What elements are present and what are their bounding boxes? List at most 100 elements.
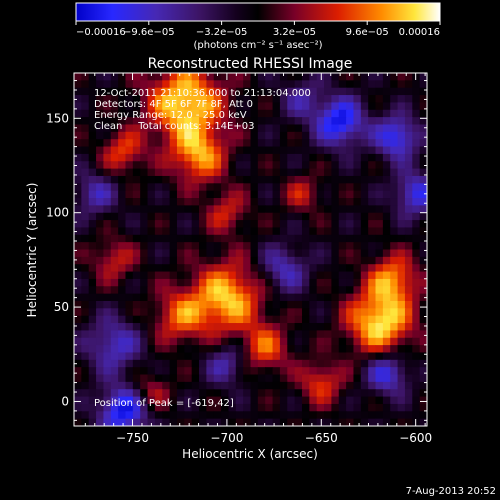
heatmap-cell (324, 315, 332, 324)
heatmap-cell (375, 146, 384, 155)
heatmap-cell (294, 418, 303, 426)
heatmap-cell (419, 175, 427, 184)
heatmap-cell (346, 168, 355, 177)
heatmap-cell (191, 359, 200, 368)
heatmap-cell (316, 418, 325, 426)
heatmap-cell (162, 227, 171, 236)
heatmap-cell (404, 323, 413, 331)
heatmap-cell (140, 220, 149, 229)
heatmap-cell (397, 256, 406, 265)
heatmap-cell (272, 367, 281, 376)
heatmap-cell (368, 234, 377, 243)
heatmap-cell (81, 418, 90, 426)
heatmap-cell (147, 359, 156, 368)
heatmap-cell (250, 308, 259, 317)
heatmap-cell (184, 183, 193, 192)
heatmap-cell (279, 345, 288, 354)
heatmap-cell (287, 337, 296, 346)
heatmap-cell (206, 131, 215, 140)
heatmap-cell (184, 389, 193, 398)
heatmap-cell (404, 168, 413, 177)
heatmap-cell (390, 183, 399, 192)
heatmap-cell (419, 381, 427, 390)
heatmap-cell (118, 389, 127, 398)
heatmap-cell (316, 271, 325, 280)
heatmap-cell (382, 345, 391, 354)
heatmap-cell (368, 300, 377, 309)
heatmap-cell (184, 293, 193, 302)
heatmap-cell (169, 87, 178, 96)
heatmap-cell (331, 418, 340, 426)
heatmap-cell (147, 146, 156, 155)
heatmap-cell (250, 256, 259, 265)
heatmap-cell (221, 183, 230, 192)
heatmap-cell (169, 183, 178, 192)
heatmap-cell (191, 315, 200, 324)
heatmap-cell (368, 109, 377, 118)
heatmap-cell (404, 73, 413, 81)
heatmap-cell (404, 330, 413, 339)
heatmap-cell (199, 87, 207, 96)
heatmap-cell (309, 153, 318, 162)
heatmap-cell (265, 190, 274, 199)
heatmap-cell (162, 381, 171, 390)
heatmap-cell (404, 198, 413, 206)
heatmap-cell (96, 212, 105, 221)
heatmap-cell (375, 73, 384, 81)
heatmap-cell (316, 124, 325, 133)
heatmap-cell (184, 87, 193, 96)
heatmap-cell (279, 131, 288, 140)
heatmap-cell (419, 308, 427, 317)
heatmap-cell (103, 418, 112, 426)
heatmap-cell (88, 249, 97, 258)
heatmap-cell (162, 345, 171, 354)
heatmap-cell (301, 220, 310, 229)
heatmap-cell (191, 73, 200, 81)
heatmap-cell (250, 234, 259, 243)
heatmap-cell (147, 308, 156, 317)
heatmap-cell (287, 183, 296, 192)
heatmap-cell (382, 73, 391, 81)
heatmap-cell (125, 242, 134, 251)
heatmap-cell (74, 175, 82, 184)
heatmap-cell (368, 227, 377, 236)
heatmap-cell (96, 300, 105, 309)
heatmap-cell (96, 220, 105, 229)
heatmap-cell (397, 220, 406, 229)
heatmap-cell (346, 227, 355, 236)
heatmap-cell (132, 367, 141, 376)
heatmap-cell (118, 80, 127, 89)
heatmap-cell (199, 381, 207, 390)
heatmap-cell (368, 95, 377, 104)
heatmap-cell (279, 220, 288, 229)
heatmap-cell (154, 411, 163, 420)
heatmap-cell (331, 411, 340, 420)
heatmap-cell (419, 198, 427, 206)
heatmap-cell (257, 256, 266, 265)
heatmap-cell (125, 249, 134, 258)
heatmap-cell (118, 227, 127, 236)
heatmap-cell (88, 330, 97, 339)
heatmap-cell (338, 146, 347, 155)
heatmap-cell (412, 175, 421, 184)
heatmap-cell (287, 139, 296, 148)
heatmap-cell (390, 109, 399, 118)
heatmap-cell (316, 80, 325, 89)
heatmap-cell (309, 168, 318, 177)
heatmap-cell (368, 183, 377, 192)
heatmap-cell (184, 403, 193, 412)
heatmap-cell (221, 80, 230, 89)
heatmap-cell (375, 80, 384, 89)
heatmap-cell (184, 264, 193, 273)
heatmap-cell (235, 278, 244, 287)
heatmap-cell (162, 271, 171, 280)
heatmap-cell (309, 227, 318, 236)
heatmap-cell (287, 95, 296, 104)
heatmap-cell (184, 381, 193, 390)
heatmap-cell (338, 87, 347, 96)
heatmap-cell (191, 168, 200, 177)
heatmap-cell (382, 278, 391, 287)
heatmap-cell (346, 190, 355, 199)
heatmap-cell (176, 278, 185, 287)
heatmap-cell (346, 124, 355, 133)
